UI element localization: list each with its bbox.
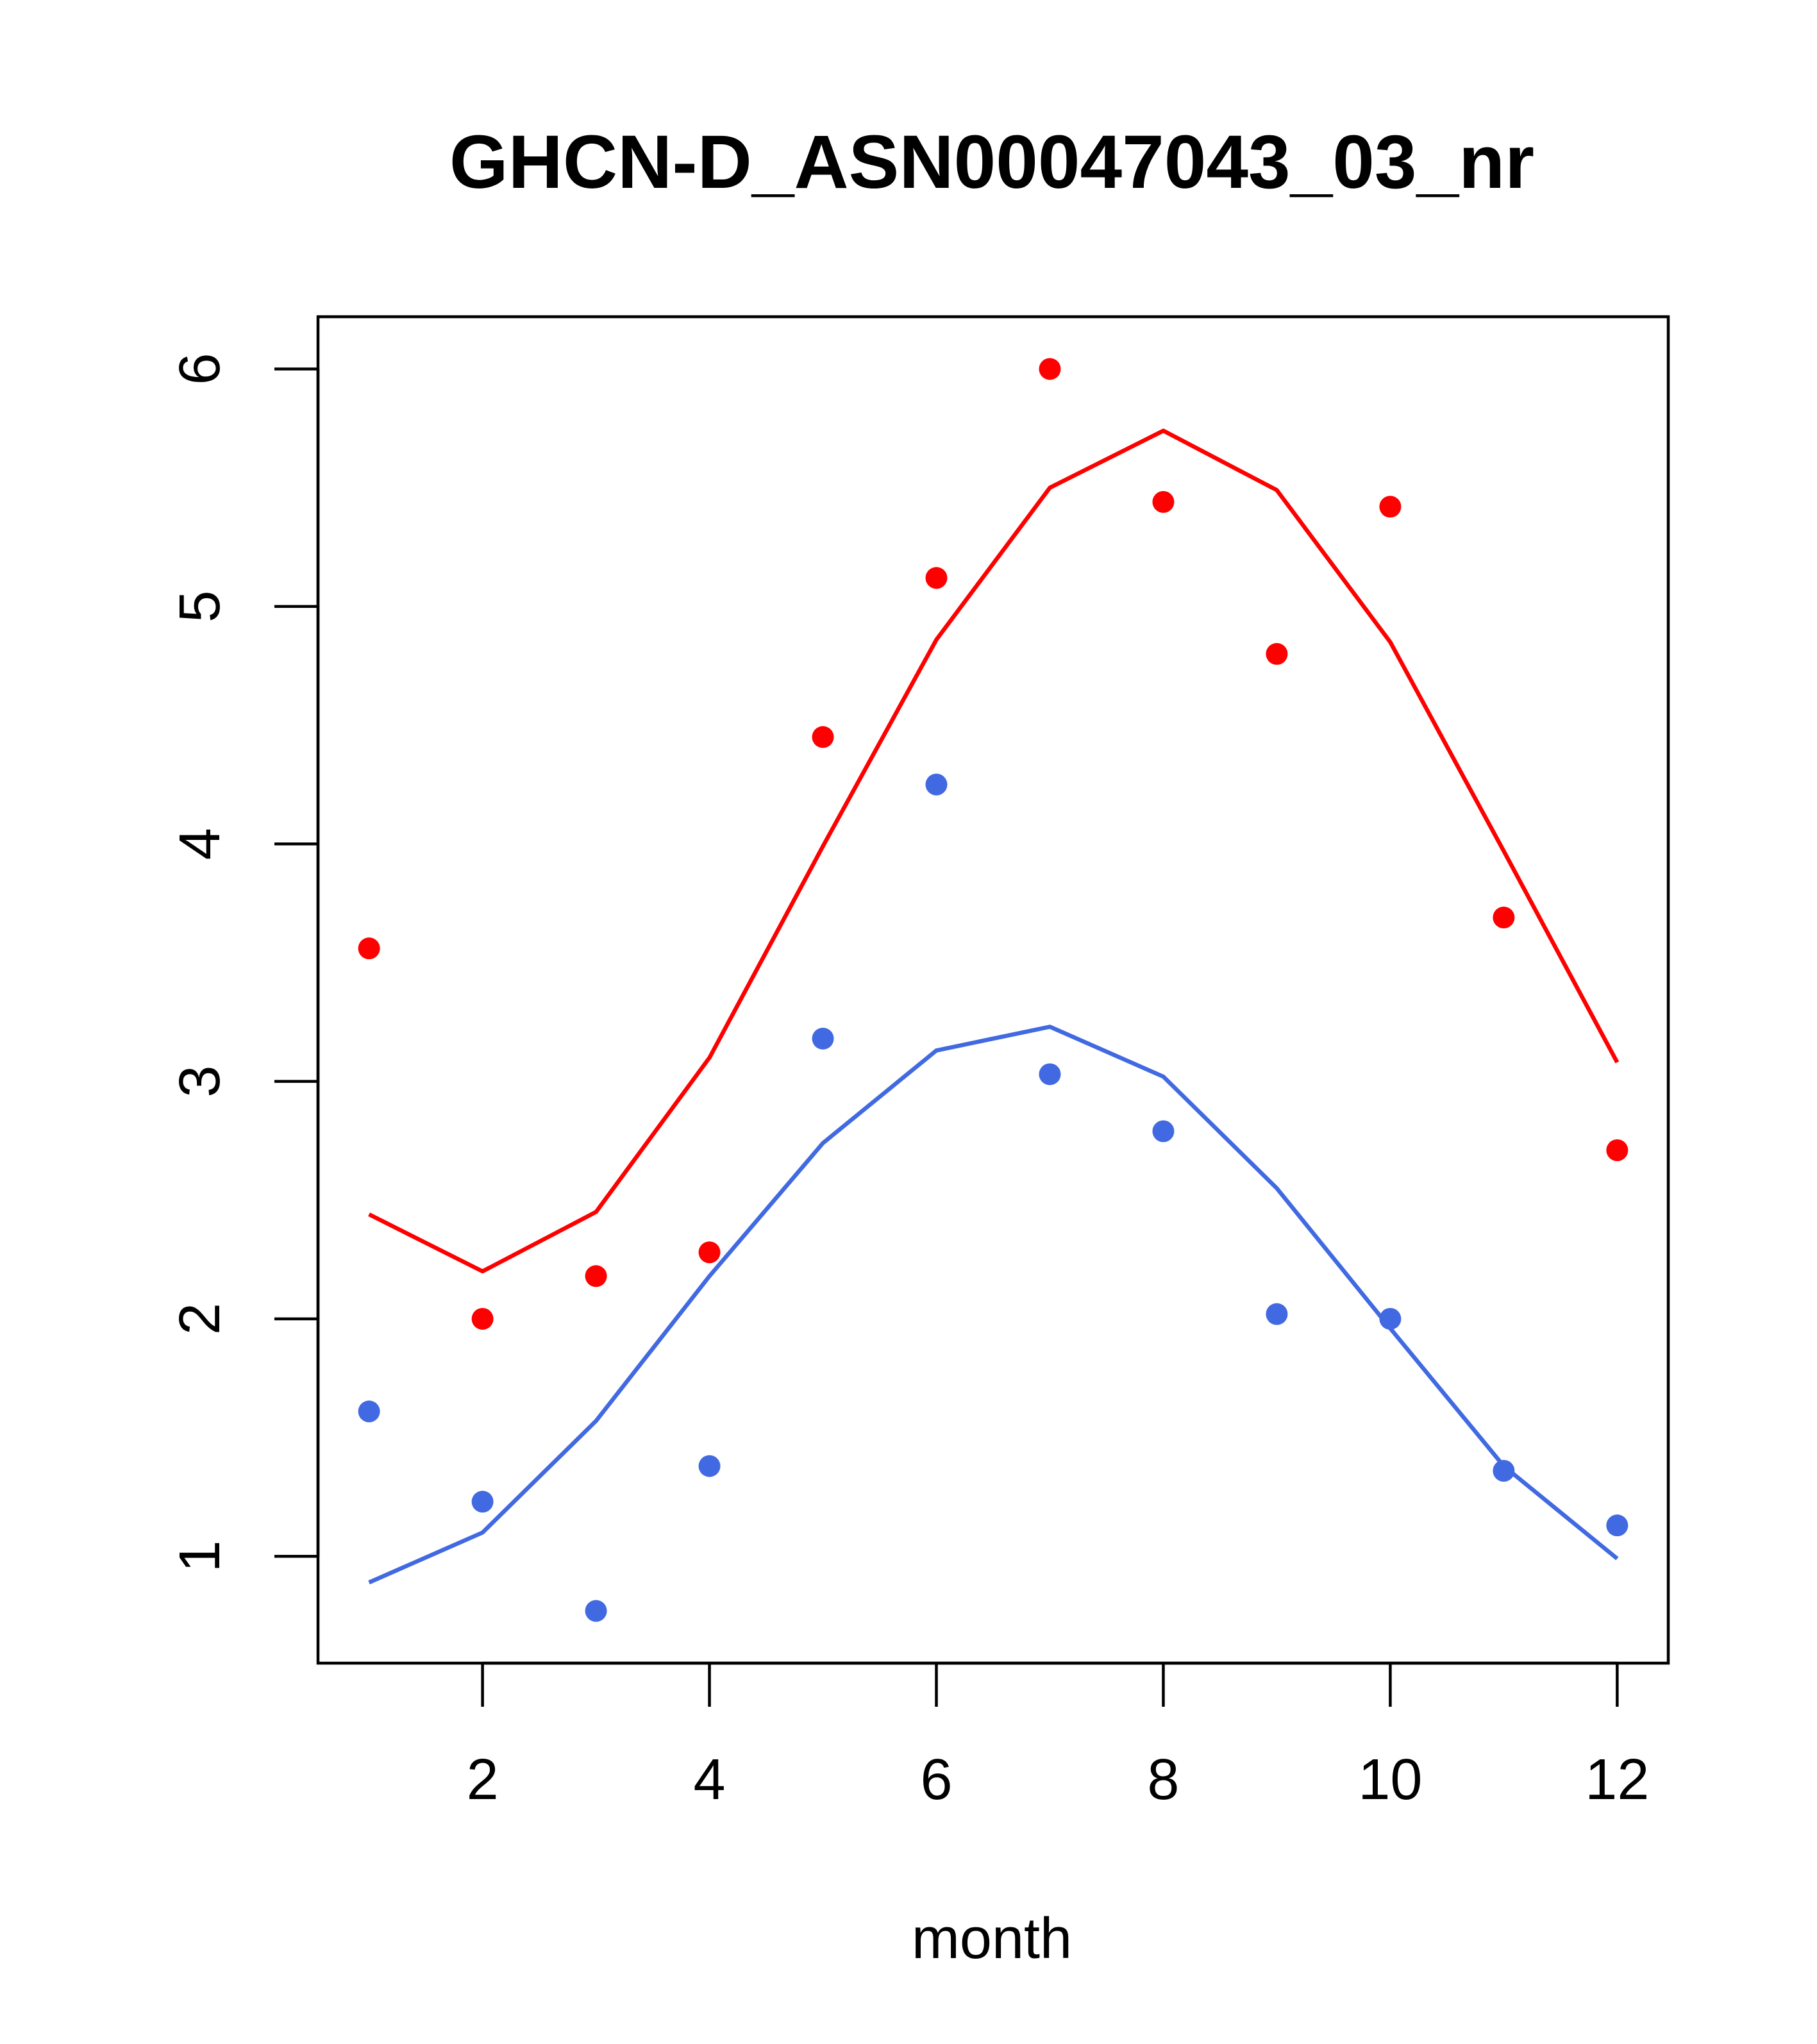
x-tick-label: 6 xyxy=(920,1748,952,1812)
series-1-point xyxy=(1379,1307,1402,1330)
x-tick-label: 8 xyxy=(1147,1748,1179,1812)
x-tick-label: 4 xyxy=(694,1748,726,1812)
series-1-point xyxy=(1606,1514,1629,1537)
y-tick-label: 6 xyxy=(168,353,232,385)
x-tick-label: 10 xyxy=(1358,1748,1422,1812)
series-0-fit-line xyxy=(368,428,1620,1274)
series-1-point xyxy=(1493,1460,1515,1482)
y-tick-label: 2 xyxy=(168,1303,232,1335)
series-1-point xyxy=(1152,1120,1175,1143)
series-0-point xyxy=(1493,907,1515,929)
x-tick-label: 2 xyxy=(467,1748,499,1812)
series-1-point xyxy=(1266,1303,1288,1325)
series-0-point xyxy=(1152,490,1175,513)
series-layer xyxy=(358,358,1629,1622)
y-tick-label: 4 xyxy=(168,828,232,860)
y-tick-label: 5 xyxy=(168,591,232,623)
series-1-point xyxy=(471,1491,494,1513)
x-axis: 2 4 6 8 10 12 xyxy=(467,1661,1649,1812)
y-tick-label: 1 xyxy=(168,1540,232,1572)
series-0-point xyxy=(1606,1139,1629,1161)
series-0-point xyxy=(812,726,834,748)
series-0-point xyxy=(925,567,948,589)
series-1-fit-line xyxy=(368,1025,1619,1585)
y-axis: 1 2 3 4 5 6 xyxy=(168,353,320,1572)
x-axis-label: month xyxy=(912,1907,1072,1971)
y-tick-label: 3 xyxy=(168,1066,232,1098)
series-0-point xyxy=(358,937,380,960)
series-1-point xyxy=(925,773,948,796)
x-tick-label: 12 xyxy=(1585,1748,1649,1812)
plot-frame xyxy=(316,315,1670,1665)
series-1-point xyxy=(812,1027,834,1050)
series-0-point xyxy=(1266,642,1288,665)
chart-title: GHCN-D_ASN00047043_03_nr xyxy=(449,120,1534,205)
series-1-point xyxy=(698,1455,721,1477)
series-1-point xyxy=(1039,1063,1061,1085)
series-0-point xyxy=(585,1265,607,1287)
series-1-point xyxy=(358,1400,380,1423)
series-0-point xyxy=(471,1307,494,1330)
series-1-point xyxy=(585,1600,607,1622)
series-0-point xyxy=(1039,358,1061,380)
series-0-point xyxy=(1379,496,1402,518)
series-0-point xyxy=(698,1241,721,1264)
